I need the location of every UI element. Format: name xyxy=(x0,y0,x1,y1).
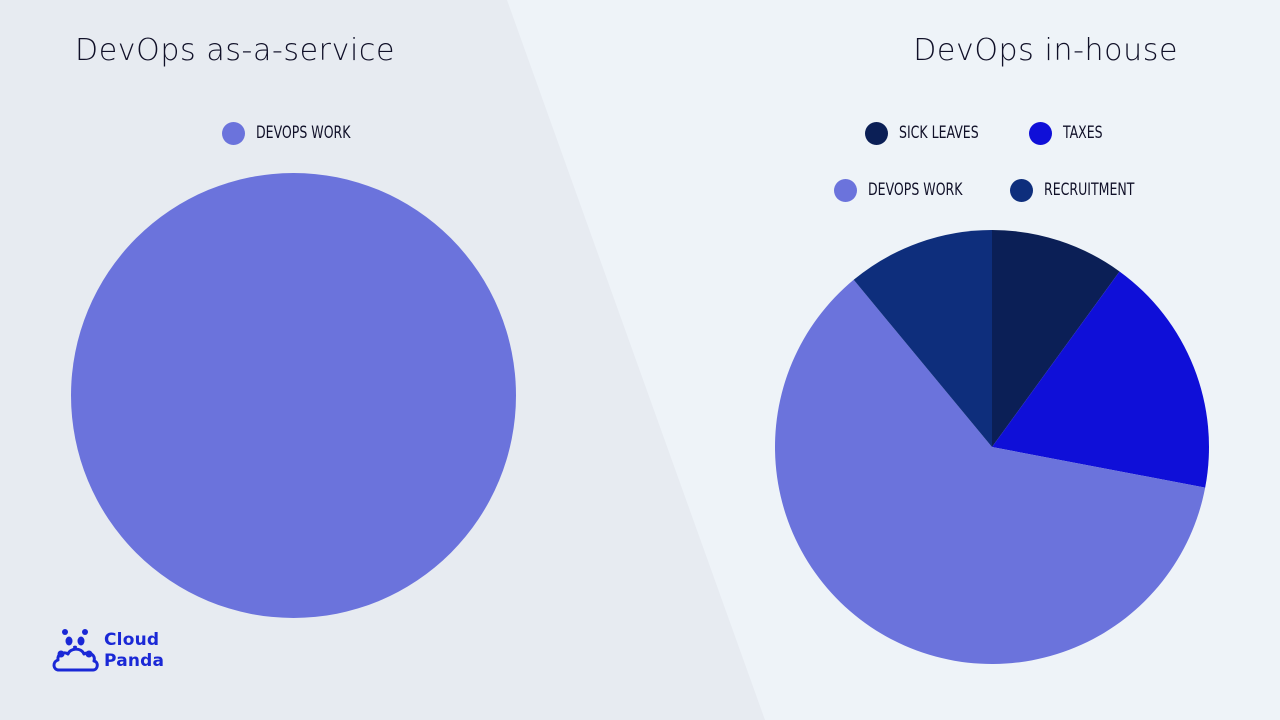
legend-dot-recruitment xyxy=(1010,178,1033,202)
legend-label-devops-work-right: DEVOPS WORK xyxy=(868,180,963,200)
legend-dot-sick-leaves xyxy=(865,121,888,145)
legend-item-devops-work-right[interactable]: DEVOPS WORK xyxy=(834,178,983,202)
pie-slice-devops-work xyxy=(775,279,1206,664)
pie-slice-taxes xyxy=(992,271,1209,488)
legend-dot-devops-work-right xyxy=(834,178,857,202)
legend-item-devops-work-left[interactable]: DEVOPS WORK xyxy=(222,121,371,145)
pie-slice-recruitment xyxy=(853,230,992,447)
legend-label-taxes: TAXES xyxy=(1063,123,1103,143)
legend-dot-devops-work-left xyxy=(222,121,245,145)
chart-title-devops-as-a-service: DevOps as-a-service xyxy=(75,33,396,68)
legend-item-sick-leaves[interactable]: SICK LEAVES xyxy=(865,121,996,145)
chart-title-devops-in-house: DevOps in-house xyxy=(913,33,1178,68)
cloud-panda-logo[interactable]: Cloud Panda xyxy=(51,626,171,676)
legend-item-recruitment[interactable]: RECRUITMENT xyxy=(1010,178,1154,202)
legend-label-sick-leaves: SICK LEAVES xyxy=(899,123,979,143)
pie-chart-devops-as-a-service xyxy=(71,173,516,618)
pie-slice-sick-leaves xyxy=(992,230,1120,447)
logo-text-line1: Cloud xyxy=(104,630,160,650)
legend-item-taxes[interactable]: TAXES xyxy=(1029,121,1111,145)
cloud-panda-icon xyxy=(52,629,99,672)
pie-slice-devops-work xyxy=(71,173,516,618)
pie-chart-devops-in-house xyxy=(775,230,1209,664)
legend-dot-taxes xyxy=(1029,121,1052,145)
legend-label-devops-work-left: DEVOPS WORK xyxy=(256,123,351,143)
logo-text-line2: Panda xyxy=(104,651,165,671)
legend-label-recruitment: RECRUITMENT xyxy=(1044,180,1135,200)
